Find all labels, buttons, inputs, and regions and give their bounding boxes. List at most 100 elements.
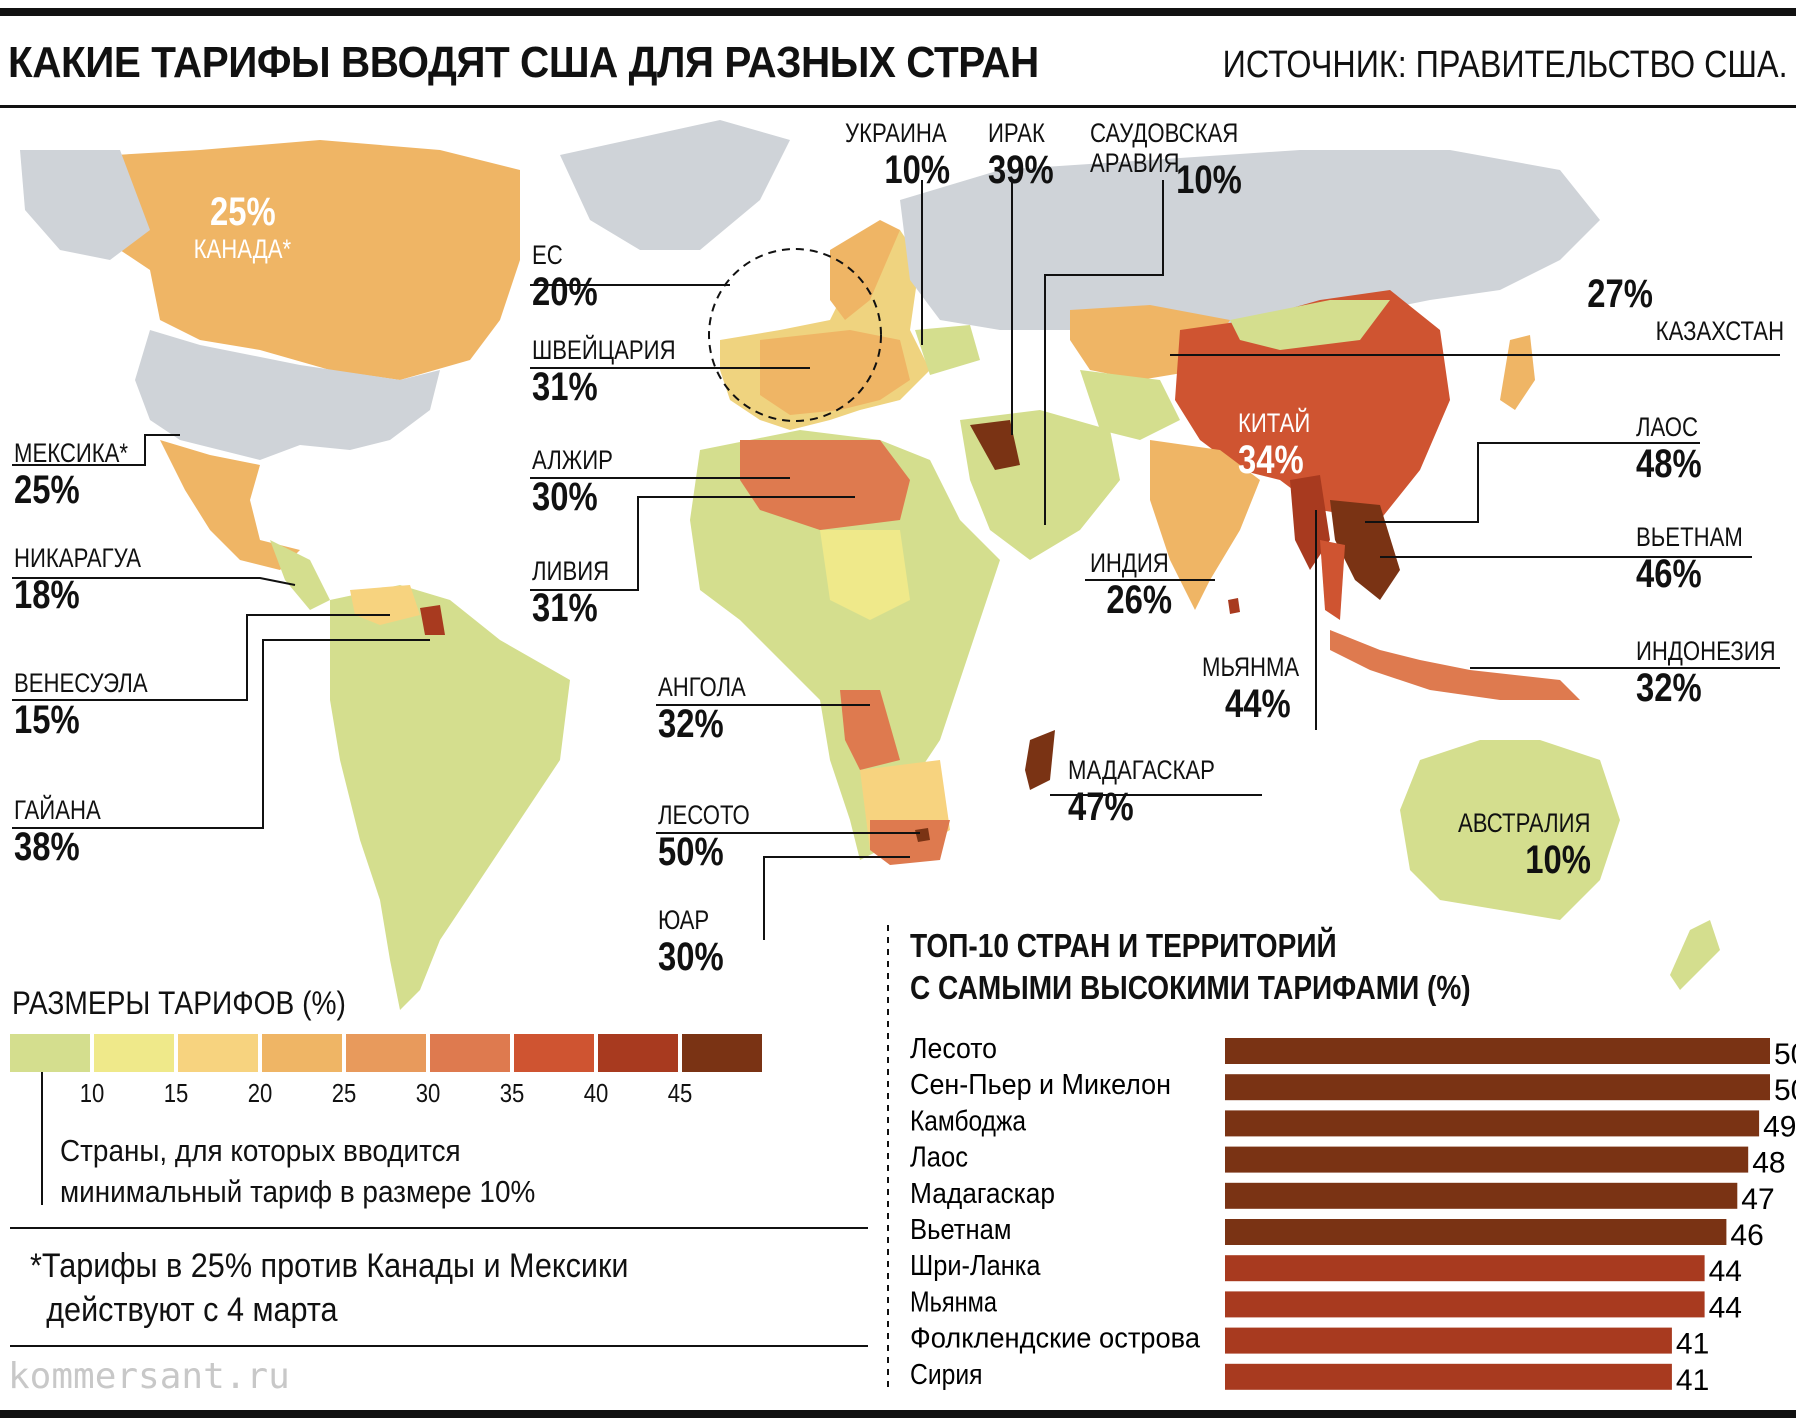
bar-category-label: Шри-Ланка [910, 1250, 1041, 1282]
sahel-yellow [820, 530, 910, 620]
source-note: ИСТОЧНИК: ПРАВИТЕЛЬСТВО США. [1223, 44, 1788, 86]
label-canada: 25% КАНАДА* [193, 190, 292, 264]
algeria-libya [740, 440, 910, 530]
leader-venezuela [12, 614, 390, 701]
label-indonesia: ИНДОНЕЗИЯ 32% [1636, 636, 1776, 710]
leader-laos [1365, 442, 1700, 523]
legend-tick: 35 [499, 1078, 525, 1108]
legend-swatch-2 [178, 1034, 258, 1072]
label-guyana: ГАЙАНА 38% [14, 795, 101, 869]
mexico-region [160, 440, 300, 570]
label-iraq: ИРАК 39% [988, 118, 1054, 192]
top10-title-line1: ТОП-10 СТРАН И ТЕРРИТОРИЙ [910, 927, 1337, 964]
legend-title: РАЗМЕРЫ ТАРИФОВ (%) [12, 985, 346, 1021]
bar [1225, 1146, 1749, 1173]
leader-nicaragua [12, 577, 296, 586]
myanmar-region [1290, 475, 1330, 570]
bar-category-label: Мьянма [910, 1286, 998, 1318]
label-laos: ЛАОС 48% [1636, 412, 1702, 486]
bar [1225, 1291, 1705, 1318]
bar-category-label: Фолклендские острова [910, 1323, 1201, 1355]
central-asia [1080, 370, 1180, 440]
header-rule [0, 105, 1796, 108]
bar-value-label: 44 [1709, 1291, 1742, 1324]
legend-swatch-8 [682, 1034, 762, 1072]
bar-value-label: 47 [1741, 1183, 1774, 1216]
bar-category-label: Вьетнам [910, 1214, 1012, 1246]
footnote-line2: действуют с 4 марта [46, 1291, 338, 1329]
bar-value-label: 50 [1774, 1074, 1796, 1107]
scandinavia [830, 220, 900, 320]
legend-swatch-7 [598, 1034, 678, 1072]
bar-value-label: 41 [1676, 1364, 1709, 1397]
china-region [1175, 290, 1450, 520]
label-kazakhstan: 27% КАЗАХСТАН [1587, 272, 1784, 346]
india-region [1150, 440, 1260, 610]
top-rule [0, 8, 1796, 16]
label-libya: ЛИВИЯ 31% [532, 556, 610, 630]
canada-region [30, 140, 520, 380]
laos-vietnam [1330, 500, 1400, 600]
eu-dashed-circle [708, 248, 882, 422]
label-eu: ЕС 20% [532, 240, 598, 314]
bar-category-label: Сирия [910, 1359, 983, 1391]
bottom-rule [0, 1410, 1796, 1418]
legend-tick: 30 [415, 1078, 441, 1108]
leader-guyana [12, 639, 430, 829]
bar [1225, 1074, 1770, 1101]
alaska [20, 150, 150, 260]
legend-tick: 15 [163, 1078, 189, 1108]
top10-title: ТОП-10 СТРАН И ТЕРРИТОРИЙ С САМЫМИ ВЫСОК… [910, 925, 1471, 1009]
top10-bar-chart: Лесото 50 Сен-Пьер и Микелон 50 Камбоджа 49 Ла… [910, 1033, 1796, 1397]
bar [1225, 1255, 1705, 1282]
site-footer[interactable]: kommersant.ru [8, 1356, 290, 1397]
label-angola: АНГОЛА 32% [658, 672, 746, 746]
leader-sar [763, 856, 910, 940]
mongolia [1230, 300, 1390, 350]
legend-tick: 25 [331, 1078, 357, 1108]
japan [1500, 335, 1535, 410]
legend-swatch-1 [94, 1034, 174, 1072]
bar-value-label: 50 [1774, 1038, 1796, 1071]
bar [1225, 1327, 1672, 1354]
bar-category-label: Мадагаскар [910, 1178, 1055, 1210]
leader-saudi [1044, 180, 1164, 525]
label-nicaragua: НИКАРАГУА 18% [14, 543, 141, 617]
legend-tick: 10 [79, 1078, 105, 1108]
eu-core [760, 330, 910, 415]
iraq-region [970, 420, 1020, 470]
bar [1225, 1363, 1672, 1390]
legend-note-line1: Страны, для которых вводится [60, 1133, 461, 1168]
bar-value-label: 44 [1709, 1255, 1742, 1288]
legend-swatch-3 [262, 1034, 342, 1072]
usa-region [135, 330, 440, 460]
legend-scale [10, 1034, 762, 1072]
leader-mexico [12, 434, 180, 466]
lesotho-region [915, 828, 930, 842]
madagascar-region [1025, 730, 1055, 790]
legend-note-line2: минимальный тариф в размере 10% [60, 1174, 536, 1209]
bar [1225, 1182, 1738, 1209]
bar-category-label: Лаос [910, 1142, 968, 1174]
label-mexico: МЕКСИКА* 25% [14, 438, 129, 512]
legend-tick: 40 [583, 1078, 609, 1108]
angola-region [840, 690, 900, 770]
indonesia-region [1330, 630, 1580, 700]
label-lesotho: ЛЕСОТО 50% [658, 800, 750, 874]
legend-note: Страны, для которых вводится минимальный… [60, 1130, 535, 1212]
label-china: КИТАЙ 34% [1238, 408, 1311, 482]
label-switzerland: ШВЕЙЦАРИЯ 31% [532, 335, 676, 409]
label-ukraine: УКРАИНА 10% [845, 118, 951, 192]
central-america [270, 540, 330, 610]
russia-region [900, 150, 1600, 335]
new-zealand [1670, 920, 1720, 990]
africa-region [690, 430, 1000, 860]
label-australia: АВСТРАЛИЯ 10% [1458, 808, 1591, 882]
bar-value-label: 49 [1763, 1110, 1796, 1143]
guyana-region [420, 605, 445, 635]
bar-value-label: 41 [1676, 1328, 1709, 1361]
top10-title-line2: С САМЫМИ ВЫСОКИМИ ТАРИФАМИ (%) [910, 969, 1471, 1006]
greenland [560, 120, 790, 250]
bar-category-label: Лесото [910, 1033, 997, 1065]
